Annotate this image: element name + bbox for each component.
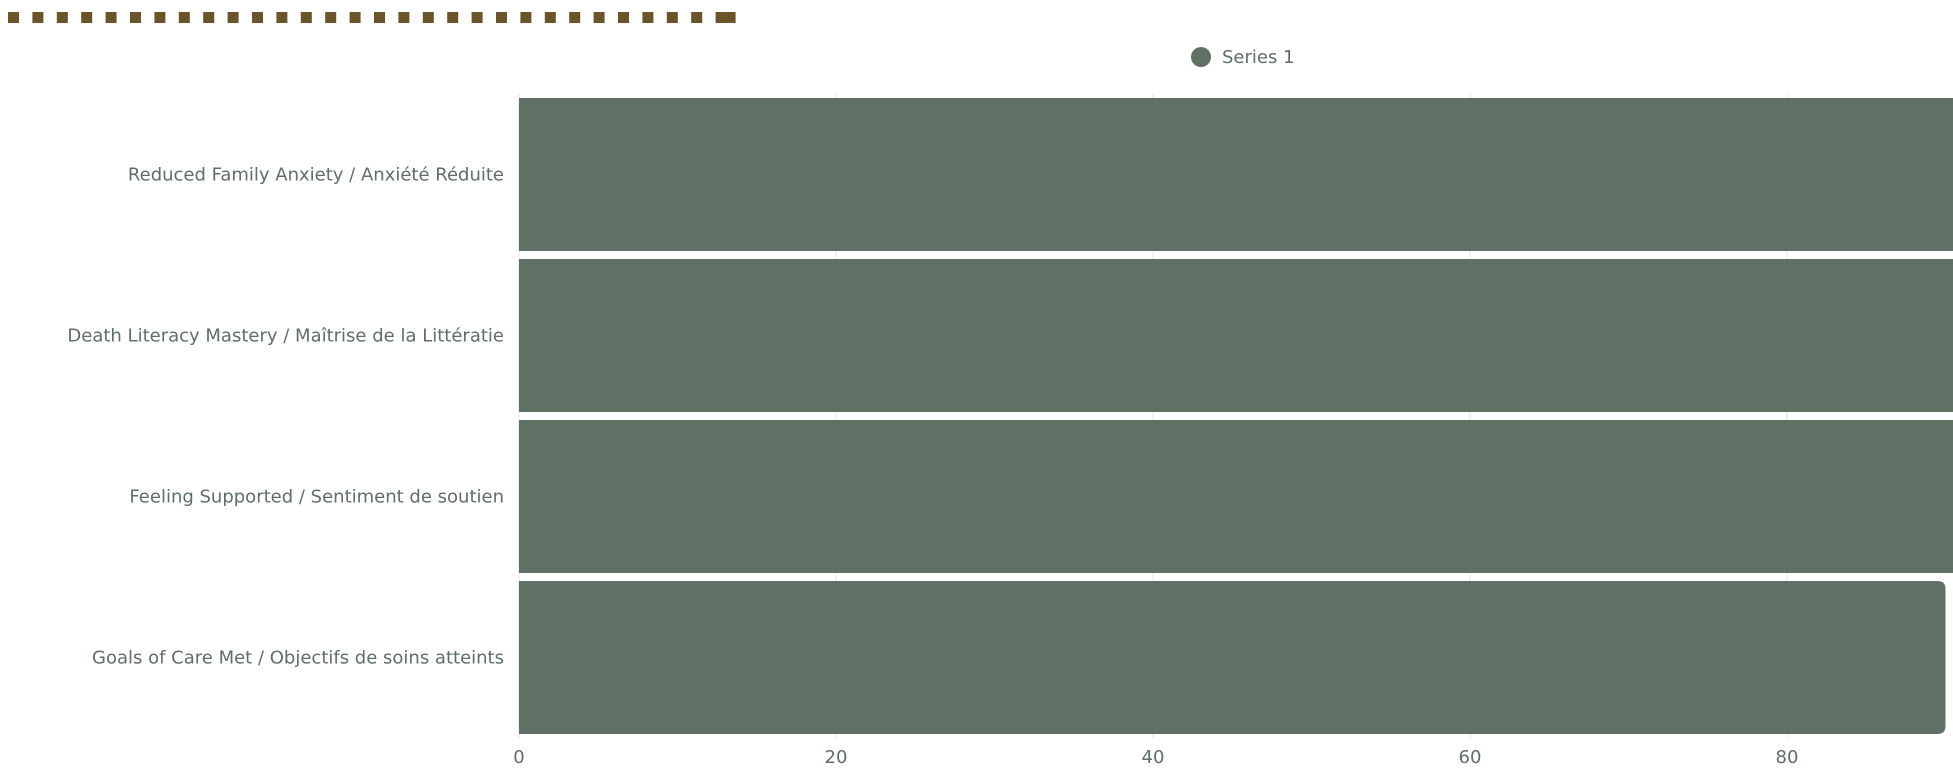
decoration-dash bbox=[252, 12, 263, 23]
decoration-dash bbox=[8, 12, 19, 23]
x-axis-ticks: 0 20 40 60 80 bbox=[513, 747, 1798, 768]
category-label: Feeling Supported / Sentiment de soutien bbox=[129, 487, 504, 508]
decoration-dash bbox=[544, 12, 556, 23]
decoration-dash bbox=[32, 12, 44, 23]
decoration-dash bbox=[496, 12, 507, 23]
x-tick-label: 80 bbox=[1776, 747, 1799, 768]
decoration-dash bbox=[618, 12, 629, 23]
bar bbox=[519, 581, 1946, 734]
decoration-dash bbox=[593, 12, 605, 23]
decoration-dash bbox=[398, 12, 410, 23]
x-tick-label: 40 bbox=[1142, 747, 1165, 768]
legend-swatch bbox=[1191, 47, 1211, 67]
bar bbox=[519, 259, 1953, 412]
decoration-dash bbox=[325, 12, 337, 23]
x-tick-label: 20 bbox=[825, 747, 848, 768]
x-tick-label: 60 bbox=[1459, 747, 1482, 768]
decoration-dash bbox=[520, 12, 532, 23]
decoration-dash bbox=[569, 12, 581, 23]
decoration-dash bbox=[178, 12, 190, 23]
category-labels: Reduced Family Anxiety / Anxiété Réduite… bbox=[67, 165, 504, 669]
x-tick-label: 0 bbox=[513, 747, 524, 768]
decoration-dash bbox=[715, 12, 736, 23]
legend-label-series-1: Series 1 bbox=[1222, 47, 1295, 68]
bar bbox=[519, 98, 1953, 251]
bar bbox=[519, 420, 1953, 573]
decoration-dash bbox=[130, 12, 141, 23]
decoration-dash bbox=[447, 12, 459, 23]
category-label: Reduced Family Anxiety / Anxiété Réduite bbox=[128, 165, 504, 186]
category-label: Goals of Care Met / Objectifs de soins a… bbox=[92, 648, 504, 669]
bars bbox=[519, 98, 1953, 734]
category-label: Death Literacy Mastery / Maîtrise de la … bbox=[67, 326, 504, 347]
decoration-dash bbox=[300, 12, 312, 23]
decoration-dash bbox=[471, 12, 483, 23]
decoration-dash bbox=[422, 12, 434, 23]
decoration-dash bbox=[81, 12, 93, 23]
decoration-dash bbox=[105, 12, 117, 23]
decoration-dash bbox=[56, 12, 68, 23]
decoration-dash bbox=[227, 12, 239, 23]
decoration-dash bbox=[666, 12, 678, 23]
decoration-dash bbox=[154, 12, 166, 23]
decoration-dash bbox=[691, 12, 703, 23]
decoration-dash bbox=[349, 12, 361, 23]
decoration-dash bbox=[203, 12, 215, 23]
dashed-decoration bbox=[8, 12, 736, 23]
decoration-dash bbox=[374, 12, 385, 23]
legend: Series 1 bbox=[1191, 47, 1295, 68]
decoration-dash bbox=[276, 12, 288, 23]
decoration-dash bbox=[642, 12, 654, 23]
